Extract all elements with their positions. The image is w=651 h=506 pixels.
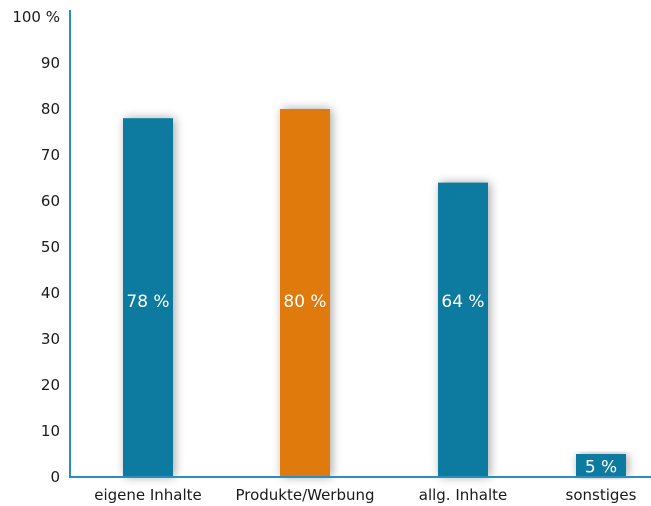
bar-value-label: 5 % — [585, 458, 617, 478]
y-tick-label: 10 — [41, 422, 60, 440]
y-tick-label: 50 — [41, 238, 60, 256]
value-labels: 78 % 80 % 64 % 5 % — [126, 292, 617, 478]
y-tick-label: 0 — [50, 468, 60, 486]
category-label: sonstiges — [566, 486, 637, 504]
bars — [123, 109, 626, 477]
category-label: Produkte/Werbung — [235, 486, 374, 504]
bar-value-label: 80 % — [283, 292, 326, 312]
category-label: eigene Inhalte — [94, 486, 202, 504]
x-axis-labels: eigene Inhalte Produkte/Werbung allg. Inha… — [94, 486, 636, 504]
bar — [280, 109, 330, 477]
y-tick-label: 100 % — [12, 8, 60, 26]
bar-value-label: 78 % — [126, 292, 169, 312]
y-tick-label: 20 — [41, 376, 60, 394]
y-axis-ticks: 0 10 20 30 40 50 60 70 80 90 100 % — [12, 8, 60, 486]
y-tick-label: 40 — [41, 284, 60, 302]
y-tick-label: 70 — [41, 146, 60, 164]
bar — [438, 182, 488, 477]
y-tick-label: 90 — [41, 54, 60, 72]
y-tick-label: 60 — [41, 192, 60, 210]
bar — [123, 118, 173, 477]
bar — [576, 454, 626, 477]
bar-value-label: 64 % — [441, 292, 484, 312]
y-tick-label: 30 — [41, 330, 60, 348]
category-label: allg. Inhalte — [419, 486, 508, 504]
y-tick-label: 80 — [41, 100, 60, 118]
